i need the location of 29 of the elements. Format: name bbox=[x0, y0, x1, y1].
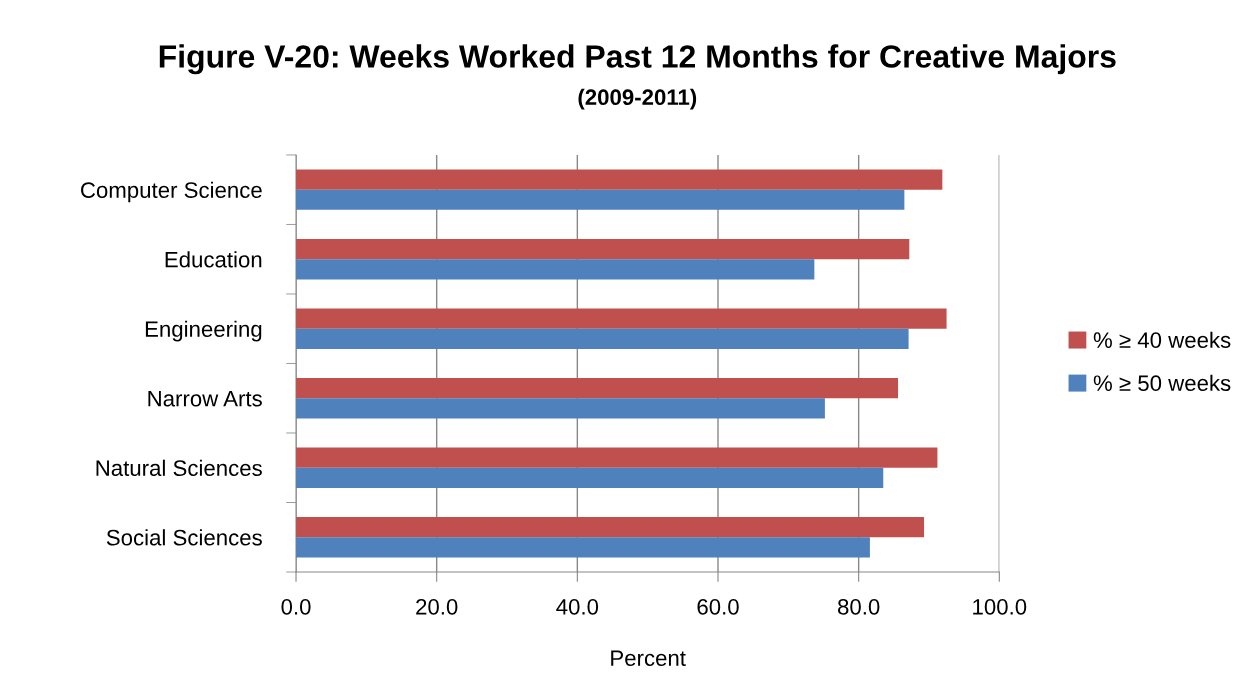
bar bbox=[296, 378, 899, 399]
bar bbox=[296, 239, 910, 260]
chart-title: Figure V-20: Weeks Worked Past 12 Months for Creative Majors bbox=[159, 44, 1116, 75]
bar bbox=[296, 169, 943, 190]
y-tick-label: Computer Science bbox=[81, 181, 262, 203]
x-tick-label: 0.0 bbox=[281, 598, 311, 615]
x-tick-label: 80.0 bbox=[838, 598, 880, 615]
bar bbox=[296, 259, 815, 280]
x-tick-label: 100.0 bbox=[973, 598, 1027, 615]
bar bbox=[296, 467, 884, 488]
bar bbox=[296, 328, 909, 349]
bar bbox=[296, 517, 925, 538]
legend-label: % ≥ 40 weeks bbox=[1093, 331, 1231, 348]
bar bbox=[296, 189, 905, 210]
bar bbox=[296, 398, 825, 419]
chart-subtitle: (2009-2011) bbox=[578, 88, 697, 110]
y-tick-label: Social Sciences bbox=[106, 529, 262, 546]
y-tick-label: Natural Sciences bbox=[96, 459, 262, 477]
y-tick-label: Engineering bbox=[145, 320, 262, 342]
x-tick-label: 60.0 bbox=[697, 598, 739, 615]
y-tick-label: Narrow Arts bbox=[148, 391, 262, 407]
bar bbox=[296, 447, 938, 468]
legend-label: % ≥ 50 weeks bbox=[1093, 374, 1231, 392]
x-axis-title: Percent bbox=[611, 650, 686, 666]
x-tick-label: 20.0 bbox=[416, 598, 458, 615]
bar bbox=[296, 537, 870, 558]
x-tick-label: 40.0 bbox=[556, 598, 599, 615]
bar bbox=[296, 308, 947, 329]
y-tick-label: Education bbox=[165, 251, 262, 268]
